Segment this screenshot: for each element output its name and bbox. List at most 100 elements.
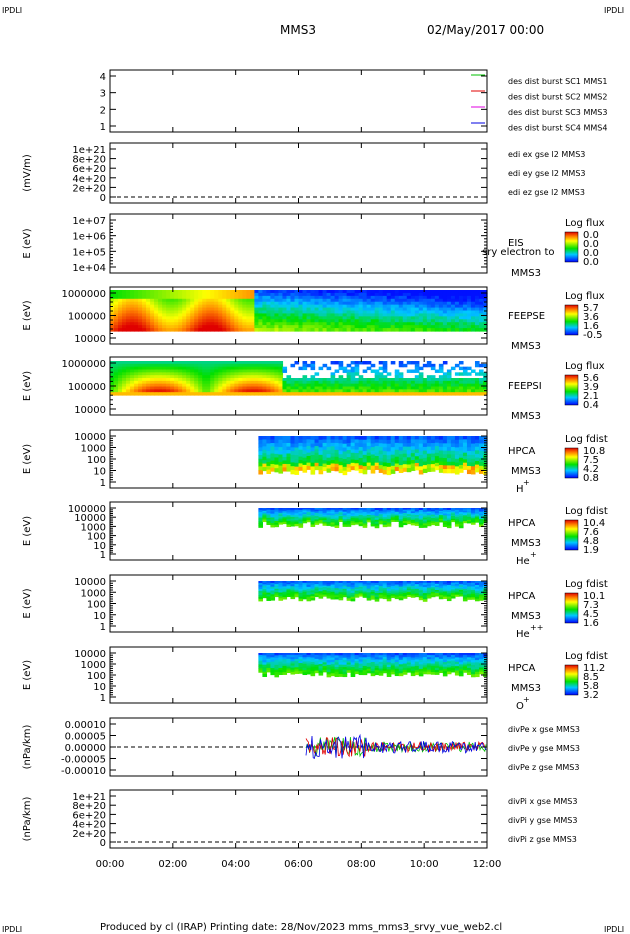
spectrogram-cell	[398, 584, 404, 588]
spectrogram-cell	[338, 375, 344, 379]
spectrogram-cell	[274, 316, 280, 320]
spectrogram-cell	[402, 307, 408, 312]
spectrogram-cell	[270, 457, 276, 462]
spectrogram-cell	[466, 667, 472, 671]
spectrogram-cell	[290, 513, 296, 516]
spectrogram-cell	[342, 517, 348, 520]
spectrogram-cell	[342, 591, 348, 595]
spectrogram-cell	[314, 516, 320, 519]
spectrogram-cell	[278, 310, 284, 315]
spectrogram-cell	[358, 322, 364, 326]
spectrogram-cell	[266, 372, 272, 376]
spectrogram-cell	[342, 518, 348, 522]
spectrogram-cell	[462, 386, 468, 390]
spectrogram-cell	[270, 598, 276, 601]
spectrogram-cell	[386, 328, 392, 332]
spectrogram-cell	[418, 328, 424, 332]
spectrogram-cell	[442, 596, 448, 599]
spectrogram-cell	[410, 587, 416, 590]
spectrogram-cell	[194, 313, 199, 317]
spectrogram-cell	[330, 581, 336, 584]
species-label: He	[516, 556, 530, 567]
spectrogram-cell	[370, 659, 376, 663]
spectrogram-cell	[262, 301, 268, 306]
spectrogram-cell	[254, 392, 259, 396]
spectrogram-cell	[474, 386, 480, 390]
spectrogram-cell	[326, 383, 332, 388]
spectrogram-cell	[298, 655, 304, 658]
spectrogram-cell	[270, 389, 276, 393]
spectrogram-cell	[430, 292, 436, 297]
spectrogram-cell	[454, 653, 460, 656]
spectrogram-cell	[262, 449, 268, 454]
spectrogram-cell	[226, 328, 231, 332]
spectrogram-cell	[394, 513, 400, 516]
spectrogram-cell	[302, 670, 308, 673]
spectrogram-cell	[458, 589, 464, 593]
spectrogram-cell	[398, 594, 404, 597]
spectrogram-cell	[154, 380, 159, 385]
spectrogram-cell	[242, 301, 247, 306]
spectrogram-cell	[342, 662, 348, 666]
spectrogram-cell	[282, 661, 288, 665]
spectrogram-cell	[226, 392, 231, 396]
spectrogram-cell	[250, 319, 255, 323]
spectrogram-cell	[466, 310, 472, 315]
spectrogram-cell	[274, 517, 280, 520]
spectrogram-cell	[338, 590, 344, 593]
spectrogram-cell	[150, 328, 155, 332]
spectrogram-cell	[378, 589, 384, 592]
spectrogram-cell	[350, 462, 356, 467]
spectrogram-cell	[162, 319, 167, 323]
spectrogram-cell	[306, 462, 312, 467]
spectrogram-cell	[310, 470, 316, 475]
spectrogram-cell	[418, 470, 424, 475]
spectrogram-cell	[450, 594, 456, 597]
spectrogram-cell	[294, 669, 300, 672]
spectrogram-cell	[270, 443, 276, 448]
spectrogram-cell	[462, 310, 468, 315]
spectrogram-cell	[390, 392, 396, 396]
spectrogram-cell	[446, 581, 452, 584]
spectrogram-cell	[410, 466, 416, 471]
spectrogram-cell	[438, 468, 444, 473]
spectrogram-cell	[154, 325, 159, 329]
spectrogram-cell	[282, 663, 288, 667]
spectrogram-cell	[294, 310, 300, 315]
spectrogram-cell	[454, 588, 460, 591]
spectrogram-cell	[270, 363, 276, 368]
spectrogram-cell	[390, 581, 396, 584]
spectrogram-cell	[338, 322, 344, 326]
spectrogram-cell	[154, 292, 159, 297]
spectrogram-cell	[438, 439, 444, 444]
spectrogram-cell	[442, 581, 448, 584]
spectrogram-cell	[414, 452, 420, 457]
spectrogram-cell	[326, 316, 332, 320]
spectrogram-cell	[266, 469, 272, 474]
spectrogram-cell	[194, 389, 199, 393]
y-tick-label: 6e+20	[72, 164, 106, 175]
spectrogram-cell	[414, 582, 420, 585]
spectrogram-cell	[462, 366, 468, 371]
spectrogram-cell	[286, 290, 292, 294]
spectrogram-cell	[366, 319, 372, 323]
spectrogram-cell	[242, 319, 247, 323]
spectrogram-cell	[238, 389, 243, 393]
spectrogram-cell	[322, 292, 328, 297]
spectrogram-cell	[218, 304, 223, 309]
spectrogram-cell	[278, 447, 284, 452]
spectrogram-cell	[298, 295, 304, 300]
spectrogram-cell	[454, 304, 460, 309]
spectrogram-cell	[270, 322, 276, 326]
spectrogram-cell	[406, 584, 412, 587]
spectrogram-cell	[282, 439, 288, 444]
spectrogram-cell	[234, 369, 239, 373]
spectrogram-cell	[370, 363, 376, 368]
spectrogram-cell	[270, 515, 276, 519]
spectrogram-cell	[450, 512, 456, 515]
spectrogram-cell	[442, 292, 448, 297]
spectrogram-cell	[422, 380, 428, 385]
spectrogram-cell	[118, 378, 123, 382]
spectrogram-cell	[374, 375, 380, 379]
spectrogram-cell	[438, 310, 444, 315]
